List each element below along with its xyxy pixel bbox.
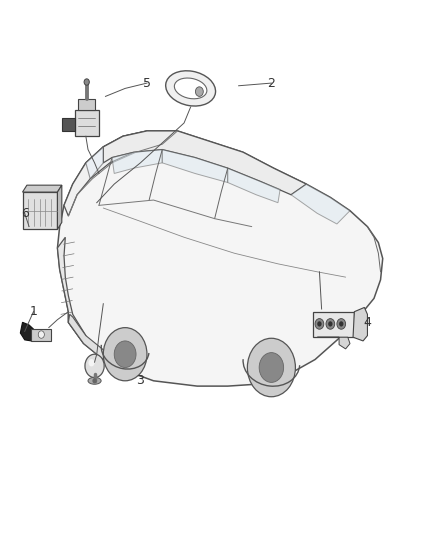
Text: 1: 1 bbox=[29, 305, 37, 318]
Circle shape bbox=[195, 87, 203, 96]
Polygon shape bbox=[228, 168, 280, 203]
Circle shape bbox=[103, 328, 147, 381]
Circle shape bbox=[114, 341, 136, 368]
Circle shape bbox=[92, 378, 97, 383]
Circle shape bbox=[38, 331, 44, 338]
Polygon shape bbox=[291, 184, 350, 224]
Circle shape bbox=[328, 321, 332, 327]
Polygon shape bbox=[64, 131, 177, 216]
Polygon shape bbox=[22, 192, 57, 229]
Text: 6: 6 bbox=[21, 207, 28, 220]
Text: 5: 5 bbox=[143, 77, 151, 90]
Polygon shape bbox=[75, 110, 99, 136]
Polygon shape bbox=[78, 99, 95, 110]
Circle shape bbox=[337, 319, 346, 329]
Text: 3: 3 bbox=[137, 374, 145, 387]
Polygon shape bbox=[62, 118, 75, 131]
Polygon shape bbox=[162, 150, 228, 182]
Text: 4: 4 bbox=[364, 316, 371, 329]
Ellipse shape bbox=[174, 78, 207, 99]
Polygon shape bbox=[103, 131, 306, 195]
Circle shape bbox=[88, 359, 95, 367]
Circle shape bbox=[84, 79, 89, 85]
Polygon shape bbox=[57, 131, 383, 386]
Polygon shape bbox=[68, 314, 106, 360]
Polygon shape bbox=[313, 312, 354, 337]
Polygon shape bbox=[353, 308, 367, 341]
Polygon shape bbox=[22, 185, 62, 192]
Circle shape bbox=[259, 353, 284, 382]
Circle shape bbox=[247, 338, 295, 397]
Circle shape bbox=[317, 321, 321, 327]
Polygon shape bbox=[31, 329, 51, 341]
Circle shape bbox=[326, 319, 335, 329]
Text: 2: 2 bbox=[268, 77, 276, 90]
Polygon shape bbox=[20, 322, 35, 341]
Polygon shape bbox=[86, 147, 103, 179]
Polygon shape bbox=[112, 150, 162, 173]
Polygon shape bbox=[317, 337, 350, 349]
Ellipse shape bbox=[166, 71, 215, 106]
Polygon shape bbox=[57, 185, 62, 229]
Ellipse shape bbox=[88, 377, 101, 384]
Circle shape bbox=[315, 319, 324, 329]
Polygon shape bbox=[57, 237, 86, 344]
Circle shape bbox=[85, 354, 104, 377]
Circle shape bbox=[339, 321, 343, 327]
